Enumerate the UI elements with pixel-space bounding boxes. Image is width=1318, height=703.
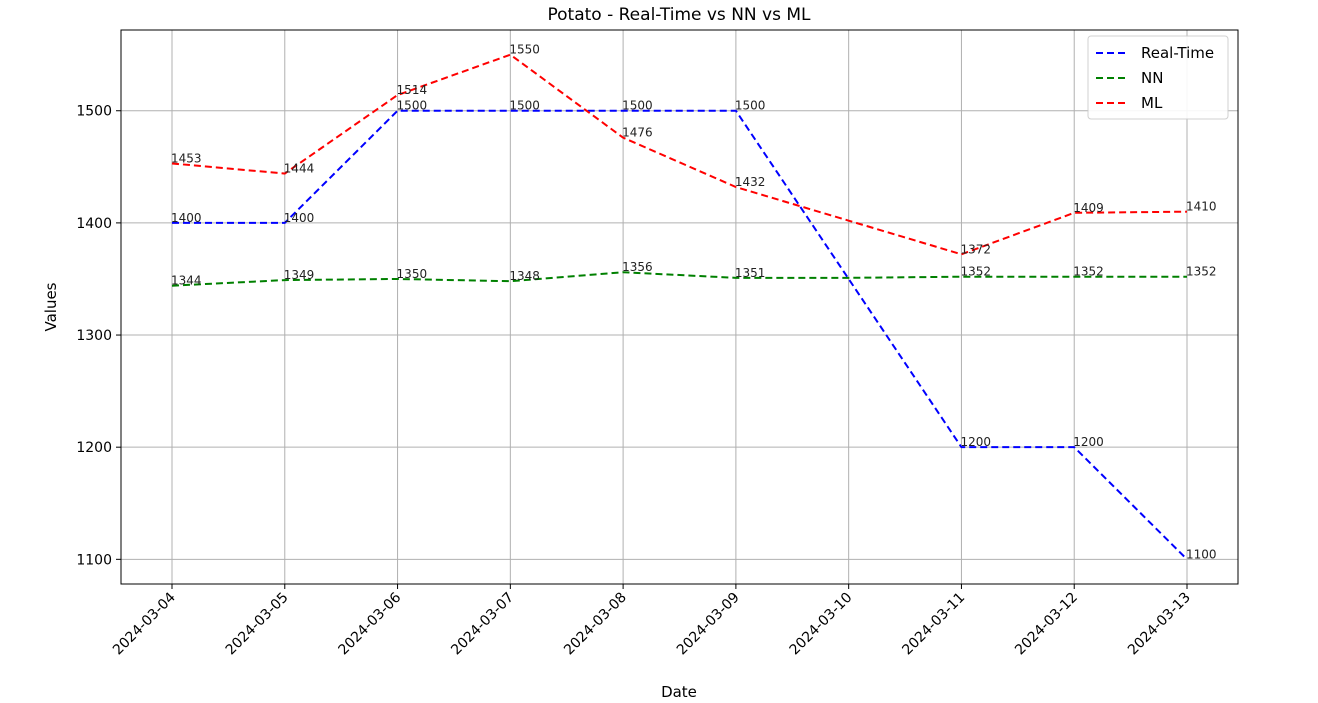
data-label: 1432 <box>735 175 766 189</box>
x-tick-label: 2024-03-06 <box>336 589 405 658</box>
data-label: 1349 <box>284 268 315 282</box>
legend-box <box>1087 35 1229 120</box>
y-axis-ticks: 1100 1200 1300 1400 1500 <box>76 104 121 568</box>
legend-entry: NN <box>1141 69 1163 87</box>
data-label: 1453 <box>171 151 202 165</box>
x-axis-ticks: 2024-03-04 2024-03-05 2024-03-06 2024-03-07… <box>110 584 1194 658</box>
x-tick-label: 2024-03-05 <box>223 590 292 659</box>
data-label: 1348 <box>509 269 540 283</box>
y-axis-label: Values <box>42 282 60 331</box>
x-tick-label: 2024-03-10 <box>787 590 856 659</box>
series-line-nn <box>171 271 1187 287</box>
data-label: 1356 <box>622 260 653 274</box>
data-label: 1409 <box>1073 201 1104 215</box>
x-axis-label: Date <box>661 683 697 701</box>
data-label: 1500 <box>735 99 766 113</box>
legend-entry: Real-Time <box>1141 44 1214 62</box>
data-label: 1514 <box>397 83 428 97</box>
y-tick-label: 1100 <box>76 552 112 568</box>
data-label: 1352 <box>1186 265 1217 279</box>
data-label: 1500 <box>622 99 653 113</box>
series-line-real-time <box>172 109 1188 561</box>
x-tick-label: 2024-03-04 <box>110 589 179 658</box>
data-label: 1476 <box>622 126 653 140</box>
legend: Real-Time NN ML <box>1087 35 1229 120</box>
data-label: 1400 <box>171 211 202 225</box>
x-tick-label: 2024-03-12 <box>1012 590 1081 659</box>
data-label: 1100 <box>1186 547 1217 561</box>
y-tick-label: 1300 <box>76 328 112 344</box>
x-tick-label: 2024-03-09 <box>674 590 743 659</box>
series-lines <box>171 53 1188 561</box>
data-label: 1372 <box>960 242 991 256</box>
y-tick-label: 1200 <box>76 440 112 456</box>
data-label: 1550 <box>509 43 540 57</box>
series-line-ml <box>171 53 1188 256</box>
data-label: 1350 <box>397 267 428 281</box>
x-tick-label: 2024-03-11 <box>899 590 968 659</box>
data-label: 1352 <box>960 265 991 279</box>
data-label: 1352 <box>1073 265 1104 279</box>
data-label: 1200 <box>1073 435 1104 449</box>
data-label: 1200 <box>960 435 991 449</box>
x-tick-label: 2024-03-13 <box>1125 590 1194 659</box>
data-label: 1344 <box>171 274 202 288</box>
y-tick-label: 1500 <box>76 104 112 120</box>
plot-frame <box>120 29 1239 585</box>
legend-entry: ML <box>1141 94 1163 112</box>
x-tick-label: 2024-03-08 <box>561 590 630 659</box>
chart-title: Potato - Real-Time vs NN vs ML <box>548 5 812 25</box>
data-label: 1410 <box>1186 200 1217 214</box>
x-tick-label: 2024-03-07 <box>448 590 517 659</box>
data-label: 1500 <box>397 99 428 113</box>
y-tick-label: 1400 <box>76 216 112 232</box>
data-label: 1351 <box>735 266 766 280</box>
data-label: 1400 <box>284 211 315 225</box>
grid <box>121 30 1238 584</box>
data-label: 1444 <box>284 162 315 176</box>
data-label: 1500 <box>509 99 540 113</box>
data-labels: 1400 1400 1500 1500 1500 1500 1200 1200 1100 1344… <box>171 43 1217 562</box>
